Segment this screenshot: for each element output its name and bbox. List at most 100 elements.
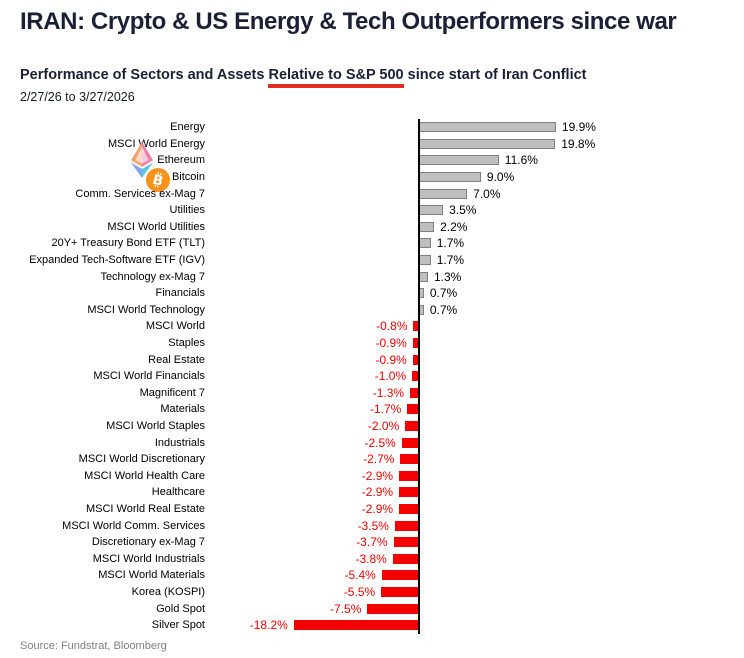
chart-row: Healthcare -2.9%: [0, 484, 744, 501]
value-label: 11.6%: [504, 153, 538, 168]
value-label: 0.7%: [429, 286, 458, 301]
category-label: MSCI World Utilities: [107, 220, 205, 233]
value-label: -1.7%: [369, 402, 402, 417]
category-label: MSCI World Energy: [108, 137, 205, 150]
chart-row: Silver Spot -18.2%: [0, 617, 744, 634]
category-cell: Expanded Tech-Software ETF (IGV): [0, 254, 205, 266]
subtitle-underlined-phrase: Relative to S&P 500: [268, 67, 404, 88]
value-label: -3.7%: [356, 535, 388, 550]
bar-area: 0.7%: [205, 285, 744, 302]
bar: [367, 603, 419, 614]
category-cell: Industrials: [0, 437, 205, 449]
category-cell: Energy: [0, 121, 205, 133]
bar-area: -5.5%: [205, 584, 744, 601]
bar: [419, 155, 499, 166]
category-label: Korea (KOSPI): [131, 585, 205, 598]
category-cell: Financials: [0, 287, 205, 299]
category-label: Magnificent 7: [139, 386, 205, 399]
bar-area: -3.8%: [205, 550, 744, 567]
chart-row: Expanded Tech-Software ETF (IGV) 1.7%: [0, 252, 744, 269]
category-label: Discretionary ex-Mag 7: [91, 536, 205, 549]
category-label: Comm. Services ex-Mag 7: [75, 187, 205, 200]
bar-area: 9.0%: [205, 169, 744, 186]
bar: [399, 470, 419, 481]
chart-row: Staples -0.9%: [0, 335, 744, 352]
ethereum-icon: [129, 142, 155, 179]
category-label: Industrials: [154, 436, 205, 449]
category-cell: Korea (KOSPI): [0, 586, 205, 598]
category-label: MSCI World Comm. Services: [62, 519, 205, 532]
bar-area: -0.8%: [205, 318, 744, 335]
bar: [392, 553, 419, 564]
category-label: 20Y+ Treasury Bond ETF (TLT): [51, 237, 205, 250]
chart-row: MSCI World Real Estate -2.9%: [0, 501, 744, 518]
category-label: Expanded Tech-Software ETF (IGV): [29, 254, 205, 267]
bar: [401, 437, 419, 448]
category-label: Energy: [170, 121, 205, 134]
bar-area: 1.7%: [205, 235, 744, 252]
bar-area: -0.9%: [205, 335, 744, 352]
category-label: Staples: [168, 337, 205, 350]
chart-row: Korea (KOSPI) -5.5%: [0, 584, 744, 601]
value-label: 19.9%: [561, 120, 596, 135]
bar-area: -7.5%: [205, 600, 744, 617]
bar-area: -2.5%: [205, 434, 744, 451]
bar-chart: Energy 19.9% MSCI World Energy 19.8% Ethere…: [0, 119, 744, 635]
value-label: -2.9%: [361, 468, 394, 483]
bar: [400, 454, 419, 465]
bar-area: -2.9%: [205, 484, 744, 501]
source-note: Source: Fundstrat, Bloomberg: [20, 640, 167, 652]
chart-row: MSCI World Energy 19.8%: [0, 136, 744, 153]
category-label: Ethereum: [157, 154, 205, 167]
zero-axis-line: [418, 119, 420, 634]
bar-area: -3.7%: [205, 534, 744, 551]
category-cell: MSCI World Comm. Services: [0, 520, 205, 532]
value-label: 7.0%: [473, 186, 501, 201]
category-label: Technology ex-Mag 7: [100, 270, 205, 283]
value-label: -3.8%: [355, 551, 387, 566]
bar: [419, 122, 556, 133]
bar: [419, 221, 435, 232]
bar-area: 19.9%: [205, 119, 744, 136]
bar: [419, 138, 556, 149]
category-cell: MSCI World Staples: [0, 420, 205, 432]
category-cell: MSCI World Materials: [0, 569, 205, 581]
svg-text:B: B: [151, 172, 165, 190]
bar: [412, 354, 419, 365]
chart-row: MSCI World Health Care -2.9%: [0, 467, 744, 484]
value-label: 1.7%: [436, 236, 465, 251]
chart-row: MSCI World Comm. Services -3.5%: [0, 517, 744, 534]
value-label: -1.3%: [372, 385, 405, 400]
category-cell: MSCI World Financials: [0, 370, 205, 382]
chart-row: MSCI World Staples -2.0%: [0, 418, 744, 435]
category-label: Real Estate: [148, 353, 205, 366]
value-label: 9.0%: [486, 170, 515, 185]
value-label: 19.8%: [561, 136, 596, 151]
bar-area: 0.7%: [205, 302, 744, 319]
chart-row: Utilities 3.5%: [0, 202, 744, 219]
subtitle-prefix: Performance of Sectors and Assets: [20, 67, 269, 83]
value-label: 3.5%: [449, 203, 477, 218]
value-label: -2.9%: [361, 485, 394, 500]
value-label: -5.5%: [343, 584, 376, 599]
category-cell: Ethereum: [0, 142, 205, 179]
bar-area: -18.2%: [205, 617, 744, 634]
value-label: 1.7%: [436, 253, 465, 268]
bar: [419, 271, 428, 282]
category-label: MSCI World Health Care: [84, 469, 205, 482]
bar: [407, 404, 419, 415]
bar-area: 1.7%: [205, 252, 744, 269]
bitcoin-icon: B: [145, 162, 170, 193]
category-label: Financials: [155, 287, 205, 300]
bar-area: 19.8%: [205, 136, 744, 153]
category-cell: B Bitcoin: [0, 162, 205, 193]
bar: [399, 487, 419, 498]
category-label: Gold Spot: [156, 602, 205, 615]
date-range: 2/27/26 to 3/27/2026: [20, 90, 135, 104]
category-cell: Technology ex-Mag 7: [0, 271, 205, 283]
chart-row: MSCI World Technology 0.7%: [0, 302, 744, 319]
category-cell: MSCI World Discretionary: [0, 453, 205, 465]
bar: [381, 570, 419, 581]
chart-row: Materials -1.7%: [0, 401, 744, 418]
